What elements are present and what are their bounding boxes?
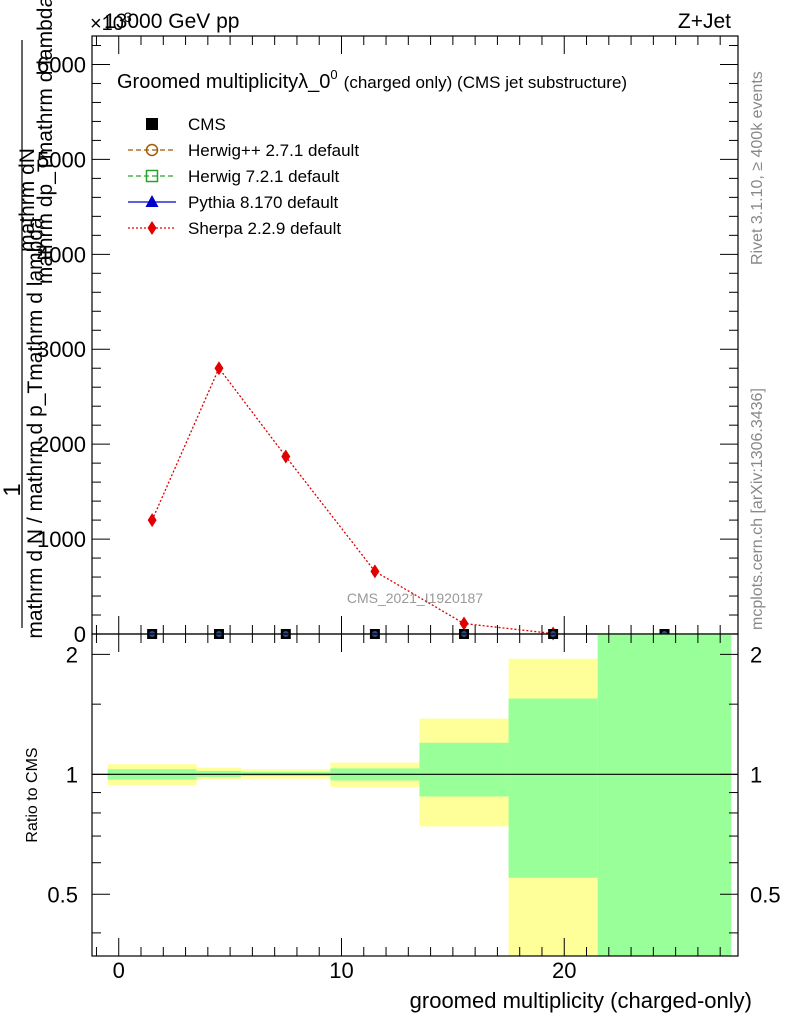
main-y-tick-label: 5000 [37, 147, 86, 172]
main-y-axis: 0 1000 2000 3000 4000 5000 6000 [37, 44, 738, 647]
process-label: Z+Jet [678, 10, 731, 33]
main-y-label-num: mathrm dN [16, 148, 39, 252]
ratio-plot-frame [91, 633, 739, 957]
x-axis-label: groomed multiplicity (charged-only) [410, 988, 752, 1013]
legend-marker-cms [146, 118, 158, 130]
ratio-y-tick-label-right: 1 [750, 762, 762, 787]
sherpa-point [147, 513, 157, 528]
legend-entry-label: Herwig++ 2.7.1 default [188, 141, 359, 160]
ratio-bands [107, 634, 732, 956]
ratio-x-tick-label: 20 [552, 958, 576, 983]
sherpa-point [370, 564, 380, 579]
main-y-label-top: 1 [0, 483, 26, 496]
ratio-band-green [419, 742, 509, 797]
ratio-x-axis: 0 10 20 [95, 634, 721, 983]
analysis-watermark: CMS_2021_I1920187 [347, 590, 483, 606]
main-y-label-den: mathrm d N / mathrm d p_Tmathrm d lambda [24, 217, 47, 639]
legend-marker-square [145, 169, 159, 183]
plot-title: Groomed multiplicityλ_00 (charged only) (… [117, 67, 627, 93]
beam-label: 13000 GeV pp [104, 10, 239, 33]
mcplots-label: mcplots.cern.ch [arXiv:1306.3436] [749, 388, 766, 630]
sherpa-point [281, 449, 291, 464]
ratio-y-tick-label: 1 [66, 762, 78, 787]
legend-entry-label: CMS [188, 115, 226, 134]
ratio-y-axis: 0.5 0.5 1 1 2 2 [47, 642, 781, 934]
legend-entry-label: Pythia 8.170 default [188, 193, 339, 212]
main-y-tick-label: 4000 [37, 242, 86, 267]
main-y-tick-label: 0 [74, 622, 86, 647]
ratio-y-tick-label-right: 0.5 [750, 882, 781, 907]
main-y-tick-label: 3000 [37, 337, 86, 362]
ratio-x-tick-label: 0 [113, 958, 125, 983]
ratio-y-tick-label: 2 [66, 642, 78, 667]
sherpa-point [214, 361, 224, 376]
main-y-tick-label: 6000 [37, 52, 86, 77]
legend-marker-circle [145, 143, 159, 157]
legend: CMS Herwig++ 2.7.1 default Herwig 7.2.1 de… [128, 115, 359, 238]
main-y-tick-label: 2000 [37, 432, 86, 457]
sherpa-point [459, 616, 469, 631]
legend-entry-label: Herwig 7.2.1 default [188, 167, 339, 186]
rivet-label: Rivet 3.1.10, ≥ 400k events [749, 71, 766, 265]
legend-entry-label: Sherpa 2.2.9 default [188, 219, 341, 238]
ratio-y-label: Ratio to CMS [24, 747, 41, 842]
ratio-band-green [508, 698, 598, 878]
main-y-label-num2: mathrm dp_Tmathrm d lambda [34, 0, 57, 284]
ratio-y-tick-label-right: 2 [750, 642, 762, 667]
main-y-axis-label: 1 mathrm dN mathrm dp_Tmathrm d lambda m… [0, 0, 57, 639]
exponent-label: ×103 [90, 9, 132, 35]
main-x-minor-ticks [95, 36, 721, 634]
ratio-y-tick-label: 0.5 [47, 882, 78, 907]
ratio-band-green [597, 634, 732, 956]
legend-marker-diamond [147, 221, 157, 235]
sherpa-line [151, 366, 554, 635]
legend-marker-triangle [145, 195, 159, 207]
main-y-tick-label: 1000 [37, 527, 86, 552]
ratio-x-tick-label: 10 [329, 958, 353, 983]
